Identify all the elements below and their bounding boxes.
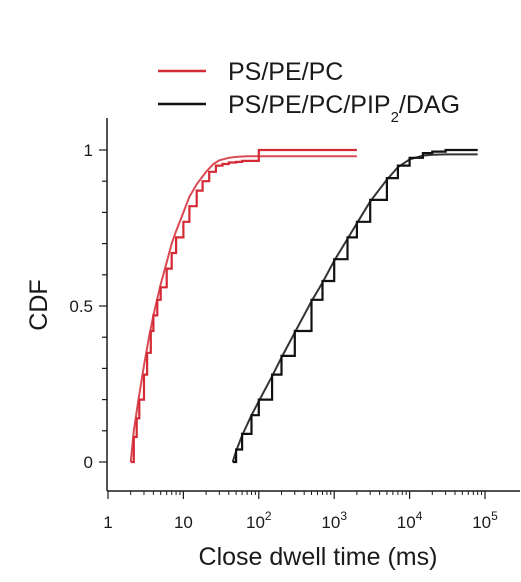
x-tick-label: 102 bbox=[246, 509, 272, 532]
x-tick-label: 1 bbox=[103, 513, 112, 532]
legend-label-pip2-dag-sub: 2 bbox=[391, 109, 399, 126]
series-lines bbox=[129, 148, 478, 464]
series-empirical-pip2-dag bbox=[232, 148, 478, 464]
series-fit-ps-pe-pc bbox=[129, 155, 357, 463]
legend-label-pip2-dag-after: /DAG bbox=[399, 91, 460, 119]
x-tick-label-base: 10 bbox=[472, 513, 491, 532]
x-tick-label-exponent: 5 bbox=[491, 509, 498, 523]
x-tick-label-exponent: 4 bbox=[416, 509, 423, 523]
x-tick-label: 105 bbox=[472, 509, 498, 532]
series-empirical-ps-pe-pc bbox=[130, 148, 357, 464]
x-tick-label-base: 1 bbox=[103, 513, 112, 532]
y-axis-title: CDF bbox=[25, 279, 53, 330]
legend-label-pip2-dag-main: PS/PE/PC/PIP bbox=[228, 91, 391, 119]
axes: 00.511 10 102 103 104 105 bbox=[69, 118, 520, 532]
x-tick-label-base: 10 bbox=[246, 513, 265, 532]
x-axis-title: Close dwell time (ms) bbox=[199, 543, 438, 571]
x-tick-label-exponent: 2 bbox=[265, 509, 272, 523]
x-tick-label: 10 bbox=[174, 513, 193, 532]
legend-label-pip2-dag: PS/PE/PC/PIP2/DAG bbox=[228, 91, 460, 126]
x-tick-label: 104 bbox=[397, 509, 423, 532]
legend-label-ps-pe-pc: PS/PE/PC bbox=[228, 58, 343, 86]
x-tick-label-exponent: 3 bbox=[340, 509, 347, 523]
series-fit-pip2-dag bbox=[231, 153, 478, 463]
y-tick-label: 0 bbox=[84, 453, 93, 472]
legend: PS/PE/PC PS/PE/PC/PIP2/DAG bbox=[158, 58, 460, 126]
x-tick-label-base: 10 bbox=[397, 513, 416, 532]
y-tick-label: 0.5 bbox=[69, 297, 93, 316]
x-tick-label: 103 bbox=[321, 509, 347, 532]
y-tick-label: 1 bbox=[84, 141, 93, 160]
x-tick-label-base: 10 bbox=[321, 513, 340, 532]
x-tick-label-base: 10 bbox=[174, 513, 193, 532]
